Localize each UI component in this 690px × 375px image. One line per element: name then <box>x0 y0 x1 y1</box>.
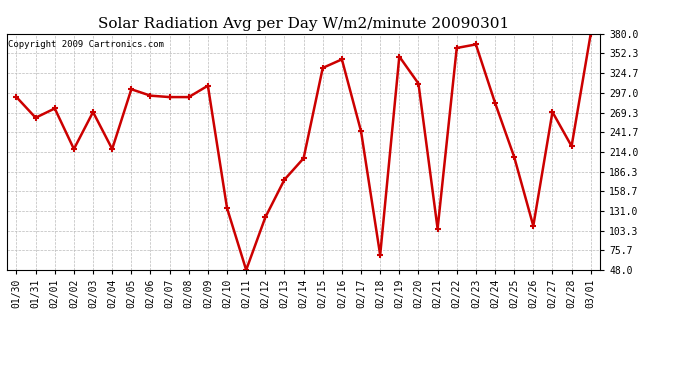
Text: Copyright 2009 Cartronics.com: Copyright 2009 Cartronics.com <box>8 40 164 49</box>
Title: Solar Radiation Avg per Day W/m2/minute 20090301: Solar Radiation Avg per Day W/m2/minute … <box>98 17 509 31</box>
